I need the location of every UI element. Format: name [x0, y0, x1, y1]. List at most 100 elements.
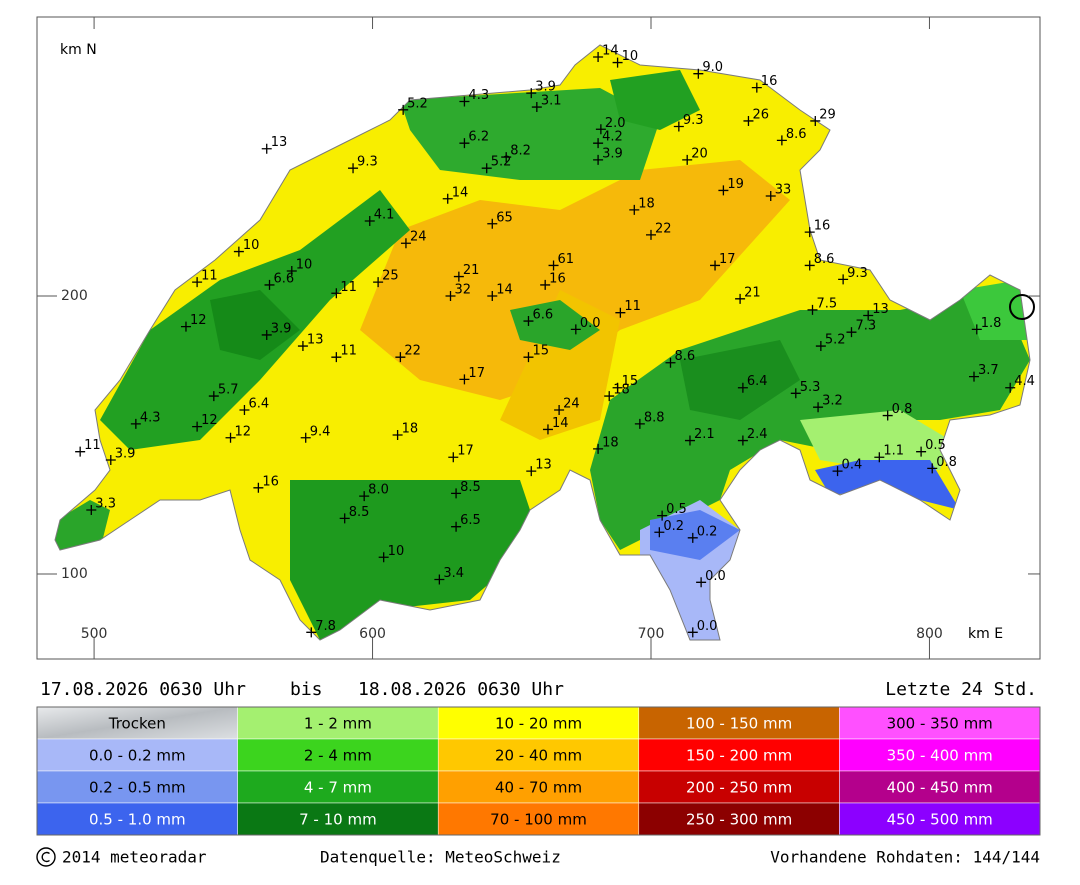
- station-marker: [331, 288, 342, 299]
- y-tick-label: 200: [61, 288, 88, 304]
- station-value: 3.4: [443, 566, 464, 581]
- station-value: 4.3: [140, 410, 161, 425]
- station-marker: [810, 115, 821, 126]
- station-marker: [526, 466, 537, 477]
- station-marker: [696, 577, 707, 588]
- y-axis-label: km N: [60, 42, 97, 58]
- station-marker: [645, 229, 656, 240]
- legend-label: 4 - 7 mm: [304, 779, 372, 797]
- station-marker: [364, 215, 375, 226]
- station-marker: [459, 96, 470, 107]
- legend-label: 0.0 - 0.2 mm: [89, 747, 186, 765]
- station-marker: [807, 304, 818, 315]
- legend-swatch: [36, 770, 238, 804]
- station-marker: [687, 627, 698, 638]
- station-value: 11: [340, 344, 357, 359]
- station-marker: [392, 429, 403, 440]
- station-value: 2.4: [747, 427, 768, 442]
- station-marker: [434, 574, 445, 585]
- station-marker: [737, 382, 748, 393]
- station-marker: [718, 185, 729, 196]
- station-marker: [348, 163, 359, 174]
- station-value: 0.0: [697, 619, 718, 634]
- station-marker: [687, 532, 698, 543]
- legend-label: 7 - 10 mm: [299, 811, 377, 829]
- legend-swatch: [36, 802, 238, 836]
- station-marker: [487, 291, 498, 302]
- station-value: 0.0: [705, 569, 726, 584]
- station-marker: [1005, 382, 1016, 393]
- station-marker: [743, 115, 754, 126]
- station-value: 14: [496, 283, 513, 298]
- station-value: 12: [235, 424, 252, 439]
- station-marker: [531, 102, 542, 113]
- station-value: 11: [340, 280, 357, 295]
- station-marker: [629, 204, 640, 215]
- legend-swatch: [437, 770, 640, 804]
- x-tick-label: 800: [916, 626, 943, 642]
- station-value: 16: [814, 219, 831, 234]
- station-marker: [331, 352, 342, 363]
- station-marker: [192, 277, 203, 288]
- station-value: 22: [404, 344, 421, 359]
- station-marker: [264, 279, 275, 290]
- station-marker: [378, 552, 389, 563]
- station-marker: [634, 418, 645, 429]
- station-marker: [654, 527, 665, 538]
- station-value: 17: [719, 252, 736, 267]
- legend-label: 40 - 70 mm: [495, 779, 582, 797]
- station-marker: [523, 352, 534, 363]
- station-marker: [832, 466, 843, 477]
- x-axis-label: km E: [968, 626, 1003, 642]
- station-marker: [971, 324, 982, 335]
- x-tick-label: 700: [638, 626, 665, 642]
- station-value: 20: [691, 146, 708, 161]
- legend-swatch: [839, 738, 1041, 772]
- station-value: 25: [382, 269, 399, 284]
- station-value: 16: [549, 271, 566, 286]
- station-marker: [286, 266, 297, 277]
- station-value: 14: [552, 416, 569, 431]
- legend-label: 2 - 4 mm: [304, 747, 372, 765]
- station-marker: [453, 271, 464, 282]
- station-marker: [846, 327, 857, 338]
- station-value: 3.9: [271, 321, 292, 336]
- legend-label: 150 - 200 mm: [686, 747, 792, 765]
- station-marker: [612, 382, 623, 393]
- station-value: 8.0: [368, 483, 389, 498]
- station-value: 13: [307, 333, 324, 348]
- station-value: 14: [452, 185, 469, 200]
- legend-label: 20 - 40 mm: [495, 747, 582, 765]
- station-value: 0.8: [936, 455, 957, 470]
- station-marker: [225, 432, 236, 443]
- x-tick-label: 500: [81, 626, 108, 642]
- station-marker: [239, 404, 250, 415]
- station-value: 7.8: [315, 619, 336, 634]
- station-value: 22: [655, 221, 672, 236]
- station-marker: [665, 357, 676, 368]
- station-marker: [684, 435, 695, 446]
- station-marker: [927, 463, 938, 474]
- station-marker: [442, 193, 453, 204]
- station-value: 7.3: [855, 319, 876, 334]
- station-marker: [359, 491, 370, 502]
- station-value: 3.7: [978, 363, 999, 378]
- station-marker: [208, 391, 219, 402]
- station-marker: [790, 388, 801, 399]
- legend-swatch: [437, 706, 640, 740]
- station-marker: [751, 82, 762, 93]
- station-value: 26: [752, 107, 769, 122]
- station-value: 9.3: [683, 113, 704, 128]
- legend-swatch: [437, 802, 640, 836]
- station-marker: [813, 402, 824, 413]
- legend-label: 100 - 150 mm: [686, 715, 792, 733]
- legend-label: 70 - 100 mm: [490, 811, 587, 829]
- station-value: 7.5: [817, 296, 838, 311]
- station-marker: [570, 324, 581, 335]
- station-marker: [612, 57, 623, 68]
- station-marker: [523, 316, 534, 327]
- legend-swatch: [36, 706, 238, 740]
- station-marker: [595, 124, 606, 135]
- station-value: 4.2: [602, 130, 623, 145]
- station-value: 4.4: [1014, 374, 1035, 389]
